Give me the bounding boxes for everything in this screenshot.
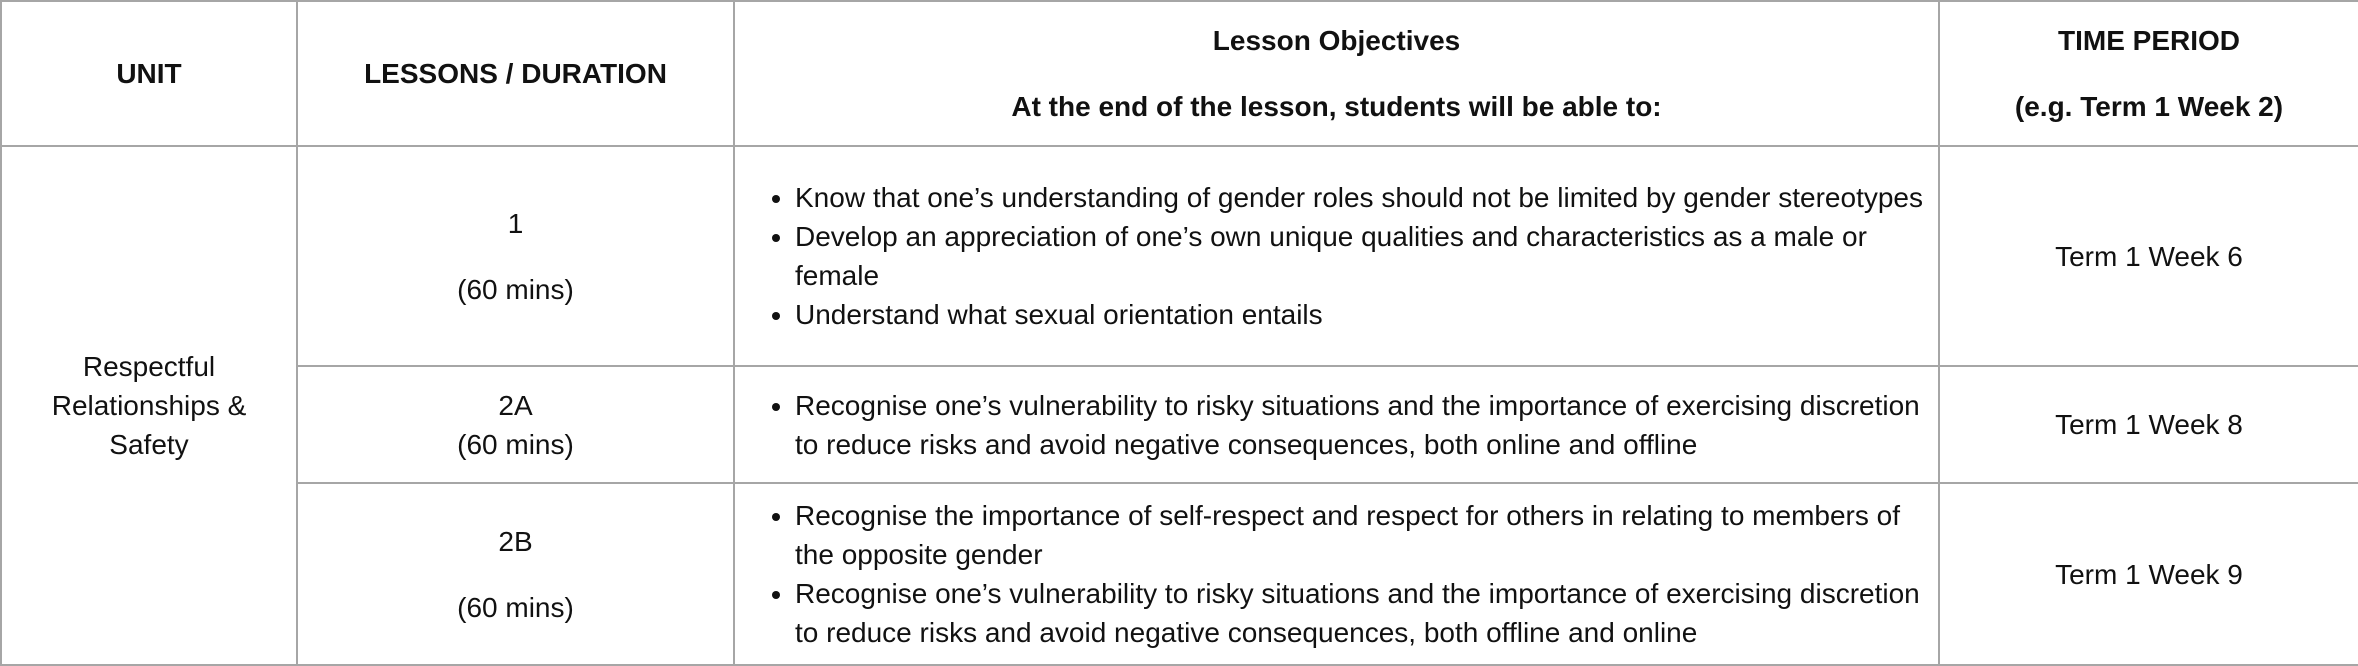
- lesson-number: 2B: [498, 525, 533, 557]
- objectives-cell: Recognise the importance of self-respect…: [733, 482, 1940, 666]
- unit-name: Respectful Relationships & Safety: [51, 351, 247, 460]
- header-spacer: [1954, 60, 2344, 87]
- header-unit: UNIT: [0, 0, 298, 147]
- objectives-list: Recognise the importance of self-respect…: [749, 496, 1924, 652]
- lesson-duration-cell: 1 (60 mins): [296, 145, 735, 367]
- lesson-number: 2A: [498, 389, 533, 421]
- lesson-duration-cell: 2B (60 mins): [296, 482, 735, 666]
- lesson-spacer: [312, 561, 719, 588]
- time-period-cell: Term 1 Week 9: [1938, 482, 2358, 666]
- table-row-lesson-2b: 2B (60 mins) Recognise the importance of…: [1, 482, 2358, 666]
- objectives-list: Know that one’s understanding of gender …: [749, 178, 1924, 334]
- objective-item: Know that one’s understanding of gender …: [795, 178, 1924, 217]
- objectives-list: Recognise one’s vulnerability to risky s…: [749, 386, 1924, 464]
- table-row-lesson-2a: 2A (60 mins) Recognise one’s vulnerabili…: [1, 365, 2358, 484]
- header-lessons-duration: LESSONS / DURATION: [296, 0, 735, 147]
- objective-item: Recognise the importance of self-respect…: [795, 496, 1924, 574]
- header-lesson-objectives: Lesson Objectives At the end of the less…: [733, 0, 1940, 147]
- lesson-number: 1: [507, 207, 524, 239]
- objective-item: Understand what sexual orientation entai…: [795, 295, 1924, 334]
- lesson-duration: (60 mins): [457, 273, 574, 305]
- header-objectives-subtitle: At the end of the lesson, students will …: [1011, 91, 1662, 122]
- header-time-title: TIME PERIOD: [2057, 25, 2240, 56]
- lesson-duration-cell: 2A (60 mins): [296, 365, 735, 484]
- objectives-cell: Know that one’s understanding of gender …: [733, 145, 1940, 367]
- header-spacer: [749, 60, 1924, 87]
- header-time-period: TIME PERIOD (e.g. Term 1 Week 2): [1938, 0, 2358, 147]
- objectives-cell: Recognise one’s vulnerability to risky s…: [733, 365, 1940, 484]
- unit-cell: Respectful Relationships & Safety: [0, 145, 298, 666]
- header-row: UNIT LESSONS / DURATION Lesson Objective…: [0, 0, 2358, 147]
- objective-item: Develop an appreciation of one’s own uni…: [795, 217, 1924, 295]
- lesson-duration: (60 mins): [457, 428, 574, 460]
- header-objectives-title: Lesson Objectives: [1212, 25, 1461, 56]
- objective-item: Recognise one’s vulnerability to risky s…: [795, 574, 1924, 652]
- objective-item: Recognise one’s vulnerability to risky s…: [795, 386, 1924, 464]
- lesson-duration: (60 mins): [457, 591, 574, 623]
- table-row-lesson-1: Respectful Relationships & Safety 1 (60 …: [0, 145, 2358, 666]
- header-time-subtitle: (e.g. Term 1 Week 2): [2014, 91, 2284, 122]
- time-period-cell: Term 1 Week 8: [1938, 365, 2358, 484]
- lesson-spacer: [312, 243, 719, 270]
- time-period-cell: Term 1 Week 6: [1938, 145, 2358, 367]
